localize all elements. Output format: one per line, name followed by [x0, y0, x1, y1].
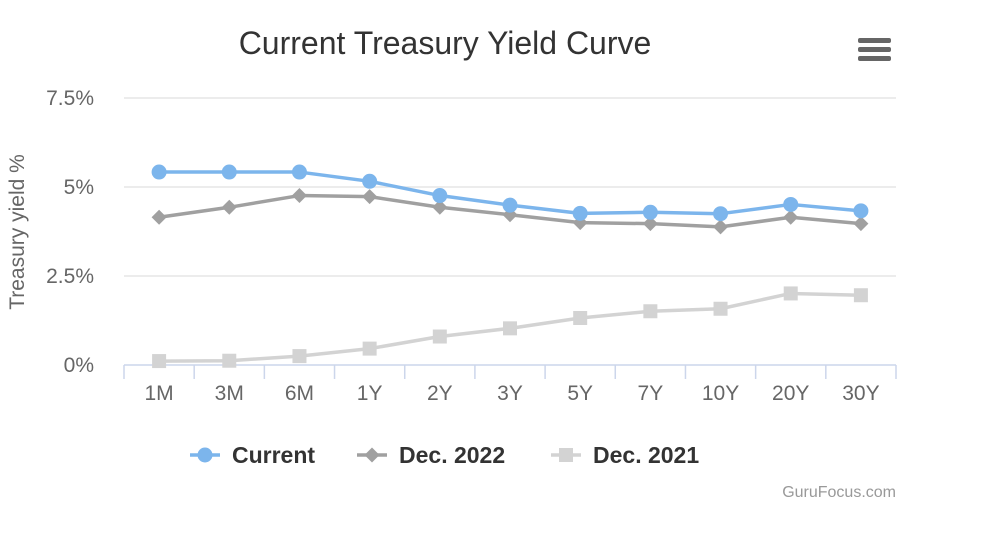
- data-point-current: [362, 173, 378, 189]
- data-point-current: [502, 197, 518, 213]
- x-tick-label: 5Y: [567, 382, 593, 405]
- legend-item-dec-2022[interactable]: Dec. 2022: [357, 442, 505, 468]
- data-point-dec-2022: [642, 216, 658, 232]
- data-point-dec-2021: [222, 353, 237, 368]
- data-point-dec-2021: [292, 349, 307, 364]
- data-point-dec-2022: [783, 209, 799, 225]
- series-layer: [151, 164, 869, 369]
- legend-item-current[interactable]: Current: [190, 442, 315, 468]
- x-tick-label: 30Y: [842, 382, 879, 405]
- legend-symbol: [364, 447, 380, 463]
- x-tick-label: 2Y: [427, 382, 453, 405]
- data-point-current: [853, 203, 869, 219]
- data-point-dec-2021: [783, 286, 798, 301]
- legend-symbol: [197, 447, 213, 463]
- data-point-dec-2021: [713, 301, 728, 316]
- data-point-dec-2022: [221, 199, 237, 215]
- series-dec-2021: [152, 286, 868, 369]
- data-point-dec-2022: [432, 199, 448, 215]
- data-point-dec-2022: [362, 189, 378, 205]
- series-current: [151, 164, 869, 222]
- data-point-dec-2021: [853, 288, 868, 303]
- legend-label: Dec. 2022: [399, 442, 505, 468]
- legend-item-dec-2021[interactable]: Dec. 2021: [551, 442, 699, 468]
- data-point-current: [221, 164, 237, 180]
- y-tick-label: 0%: [64, 354, 94, 377]
- legend-label: Dec. 2021: [593, 442, 699, 468]
- data-point-current: [713, 206, 729, 222]
- x-tick-label: 3M: [215, 382, 244, 405]
- data-point-current: [291, 164, 307, 180]
- y-tick-label: 5%: [64, 176, 94, 199]
- data-point-dec-2021: [643, 304, 658, 319]
- data-point-current: [783, 196, 799, 212]
- y-tick-label: 7.5%: [46, 87, 94, 110]
- chart-title: Current Treasury Yield Curve: [239, 25, 652, 61]
- data-point-current: [642, 204, 658, 220]
- series-dec-2022: [151, 188, 869, 235]
- credits-link[interactable]: GuruFocus.com: [782, 484, 896, 501]
- data-point-dec-2021: [362, 341, 377, 356]
- x-tick-label: 6M: [285, 382, 314, 405]
- data-point-dec-2021: [432, 329, 447, 344]
- data-point-dec-2021: [152, 354, 167, 369]
- x-tick-label: 7Y: [638, 382, 664, 405]
- data-point-current: [151, 164, 167, 180]
- x-tick-label: 1Y: [357, 382, 383, 405]
- x-tick-label: 10Y: [702, 382, 739, 405]
- x-tick-label: 3Y: [497, 382, 523, 405]
- x-tick-label: 20Y: [772, 382, 809, 405]
- legend: Current Dec. 2022 Dec. 2021: [190, 442, 699, 468]
- data-point-current: [432, 188, 448, 204]
- data-point-current: [572, 205, 588, 221]
- y-tick-label: 2.5%: [46, 265, 94, 288]
- data-point-dec-2021: [573, 311, 588, 326]
- data-point-dec-2021: [503, 321, 517, 336]
- x-tick-label: 1M: [144, 382, 173, 405]
- data-point-dec-2022: [713, 219, 729, 235]
- y-axis-title: Treasury yield %: [6, 154, 29, 310]
- legend-symbol: [559, 448, 573, 462]
- data-point-dec-2022: [291, 188, 307, 204]
- grid-lines: [124, 97, 896, 277]
- y-axis: 0% 2.5% 5% 7.5%: [46, 87, 94, 377]
- legend-label: Current: [232, 442, 315, 468]
- x-axis: 1M 3M 6M 1Y 2Y 3Y 5Y 7Y 10Y 20Y 30Y: [123, 364, 897, 405]
- data-point-dec-2022: [853, 216, 869, 232]
- hamburger-menu-icon[interactable]: [856, 36, 892, 64]
- data-point-dec-2022: [151, 209, 167, 225]
